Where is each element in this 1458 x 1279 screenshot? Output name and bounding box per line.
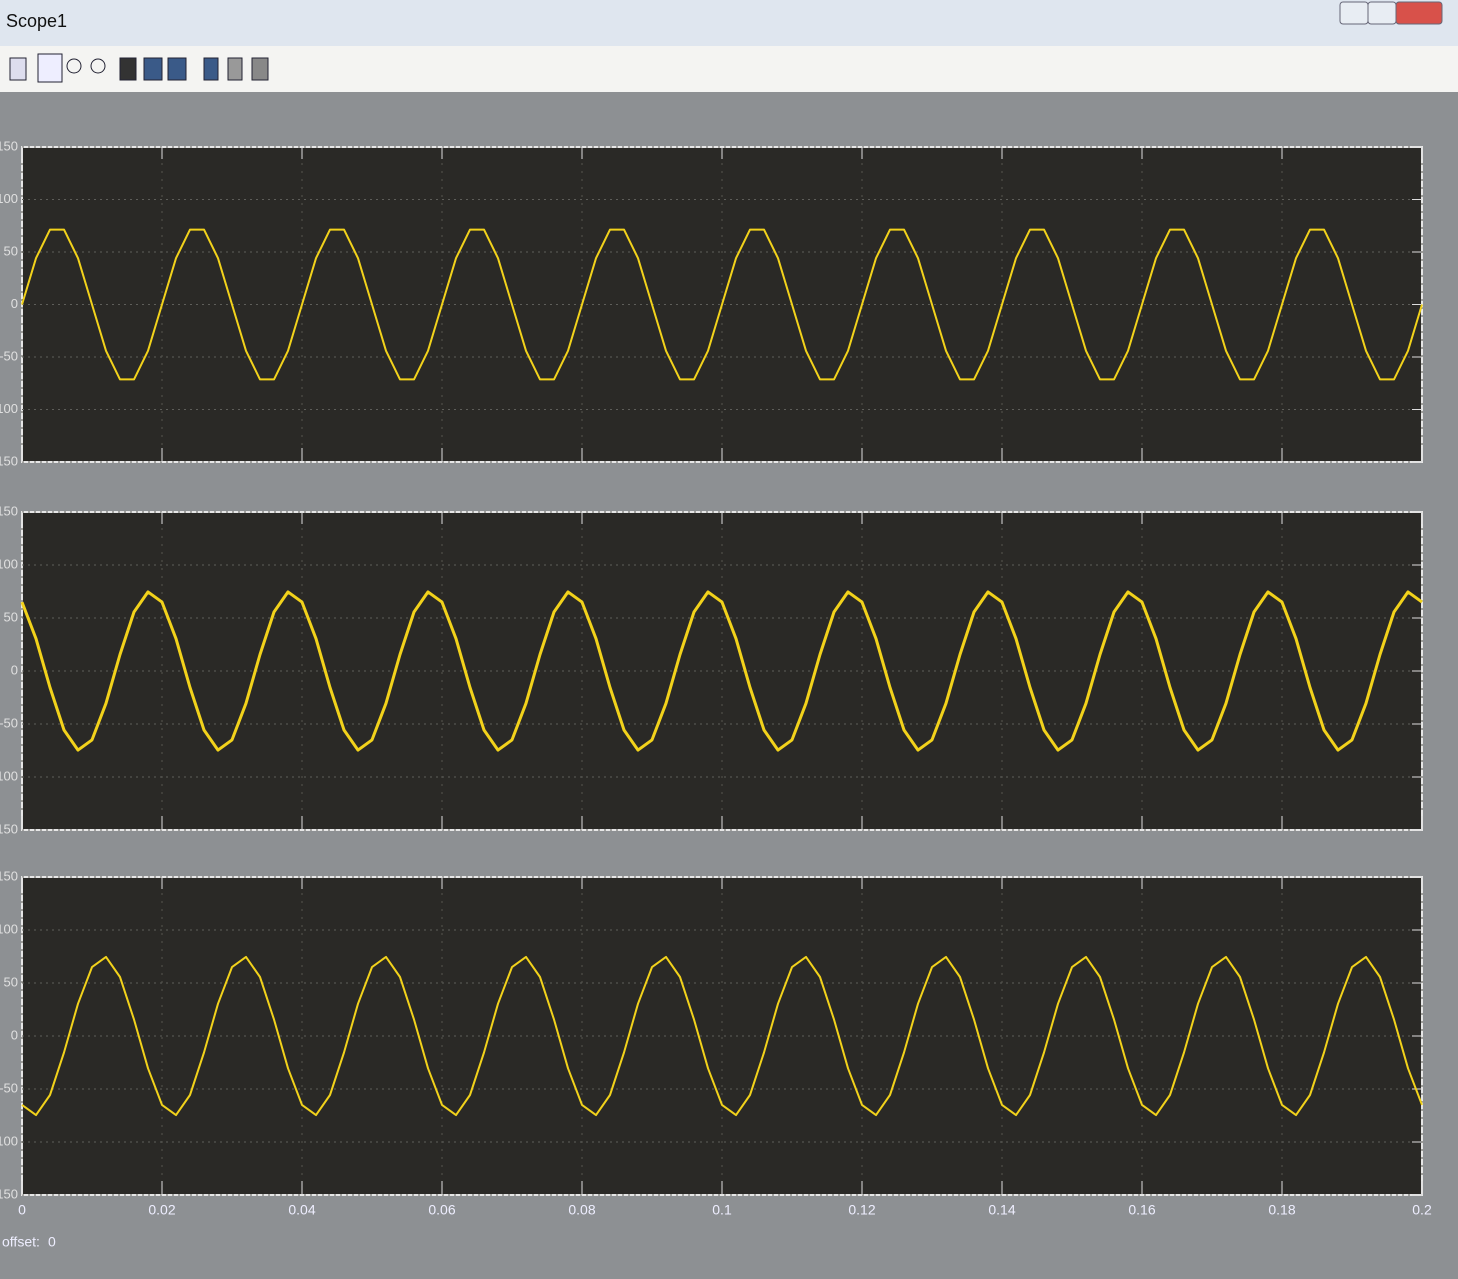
print-button[interactable]: [10, 58, 26, 80]
x-tick-label: 0.08: [568, 1202, 595, 1218]
maximize-button[interactable]: [1368, 2, 1396, 24]
close-button[interactable]: [1396, 2, 1442, 24]
y-tick-label: -50: [0, 1080, 18, 1095]
y-tick-label: -150: [0, 453, 18, 468]
y-tick-label: -100: [0, 1133, 18, 1148]
x-tick-label: 0.06: [428, 1202, 455, 1218]
window-title: Scope1: [6, 11, 67, 31]
page: Scope1 offset: 0 -150 -100 -50 0 50 100 150 -15…: [0, 0, 1458, 1279]
autoscale-button[interactable]: [120, 58, 136, 80]
signal-selection-button[interactable]: [228, 58, 242, 80]
y-tick-label: 50: [4, 243, 18, 258]
y-tick-label: 150: [0, 138, 18, 153]
y-tick-label: -150: [0, 1186, 18, 1201]
parameters-button[interactable]: [204, 58, 218, 80]
x-tick-label: 0: [18, 1202, 26, 1218]
status-label: offset:: [2, 1234, 40, 1250]
y-tick-label: -100: [0, 401, 18, 416]
y-tick-label: 0: [11, 296, 18, 311]
y-tick-label: 0: [11, 1027, 18, 1042]
y-tick-label: 150: [0, 868, 18, 883]
title-bar: [0, 0, 1458, 46]
x-tick-label: 0.04: [288, 1202, 315, 1218]
y-tick-label: 0: [11, 662, 18, 677]
restore-axes-button[interactable]: [168, 58, 186, 80]
x-tick-label: 0.12: [848, 1202, 875, 1218]
y-tick-label: -50: [0, 348, 18, 363]
y-tick-label: -100: [0, 768, 18, 783]
y-tick-label: 100: [0, 191, 18, 206]
status-value: 0: [48, 1234, 56, 1250]
y-tick-label: 150: [0, 503, 18, 518]
y-tick-label: 50: [4, 609, 18, 624]
toolbar: [0, 46, 1458, 92]
x-tick-label: 0.18: [1268, 1202, 1295, 1218]
y-tick-label: 100: [0, 556, 18, 571]
floating-scope-button[interactable]: [252, 58, 268, 80]
y-tick-label: -150: [0, 821, 18, 836]
scope-window: Scope1 offset: 0 -150 -100 -50 0 50 100 150 -15…: [0, 0, 1458, 1279]
x-tick-label: 0.02: [148, 1202, 175, 1218]
y-tick-label: 100: [0, 921, 18, 936]
minimize-button[interactable]: [1340, 2, 1368, 24]
x-tick-label: 0.16: [1128, 1202, 1155, 1218]
save-axes-button[interactable]: [144, 58, 162, 80]
zoom-button[interactable]: [38, 54, 62, 82]
x-tick-label: 0.14: [988, 1202, 1015, 1218]
x-tick-label: 0.1: [712, 1202, 732, 1218]
x-tick-label: 0.2: [1412, 1202, 1432, 1218]
y-tick-label: -50: [0, 715, 18, 730]
y-tick-label: 50: [4, 974, 18, 989]
